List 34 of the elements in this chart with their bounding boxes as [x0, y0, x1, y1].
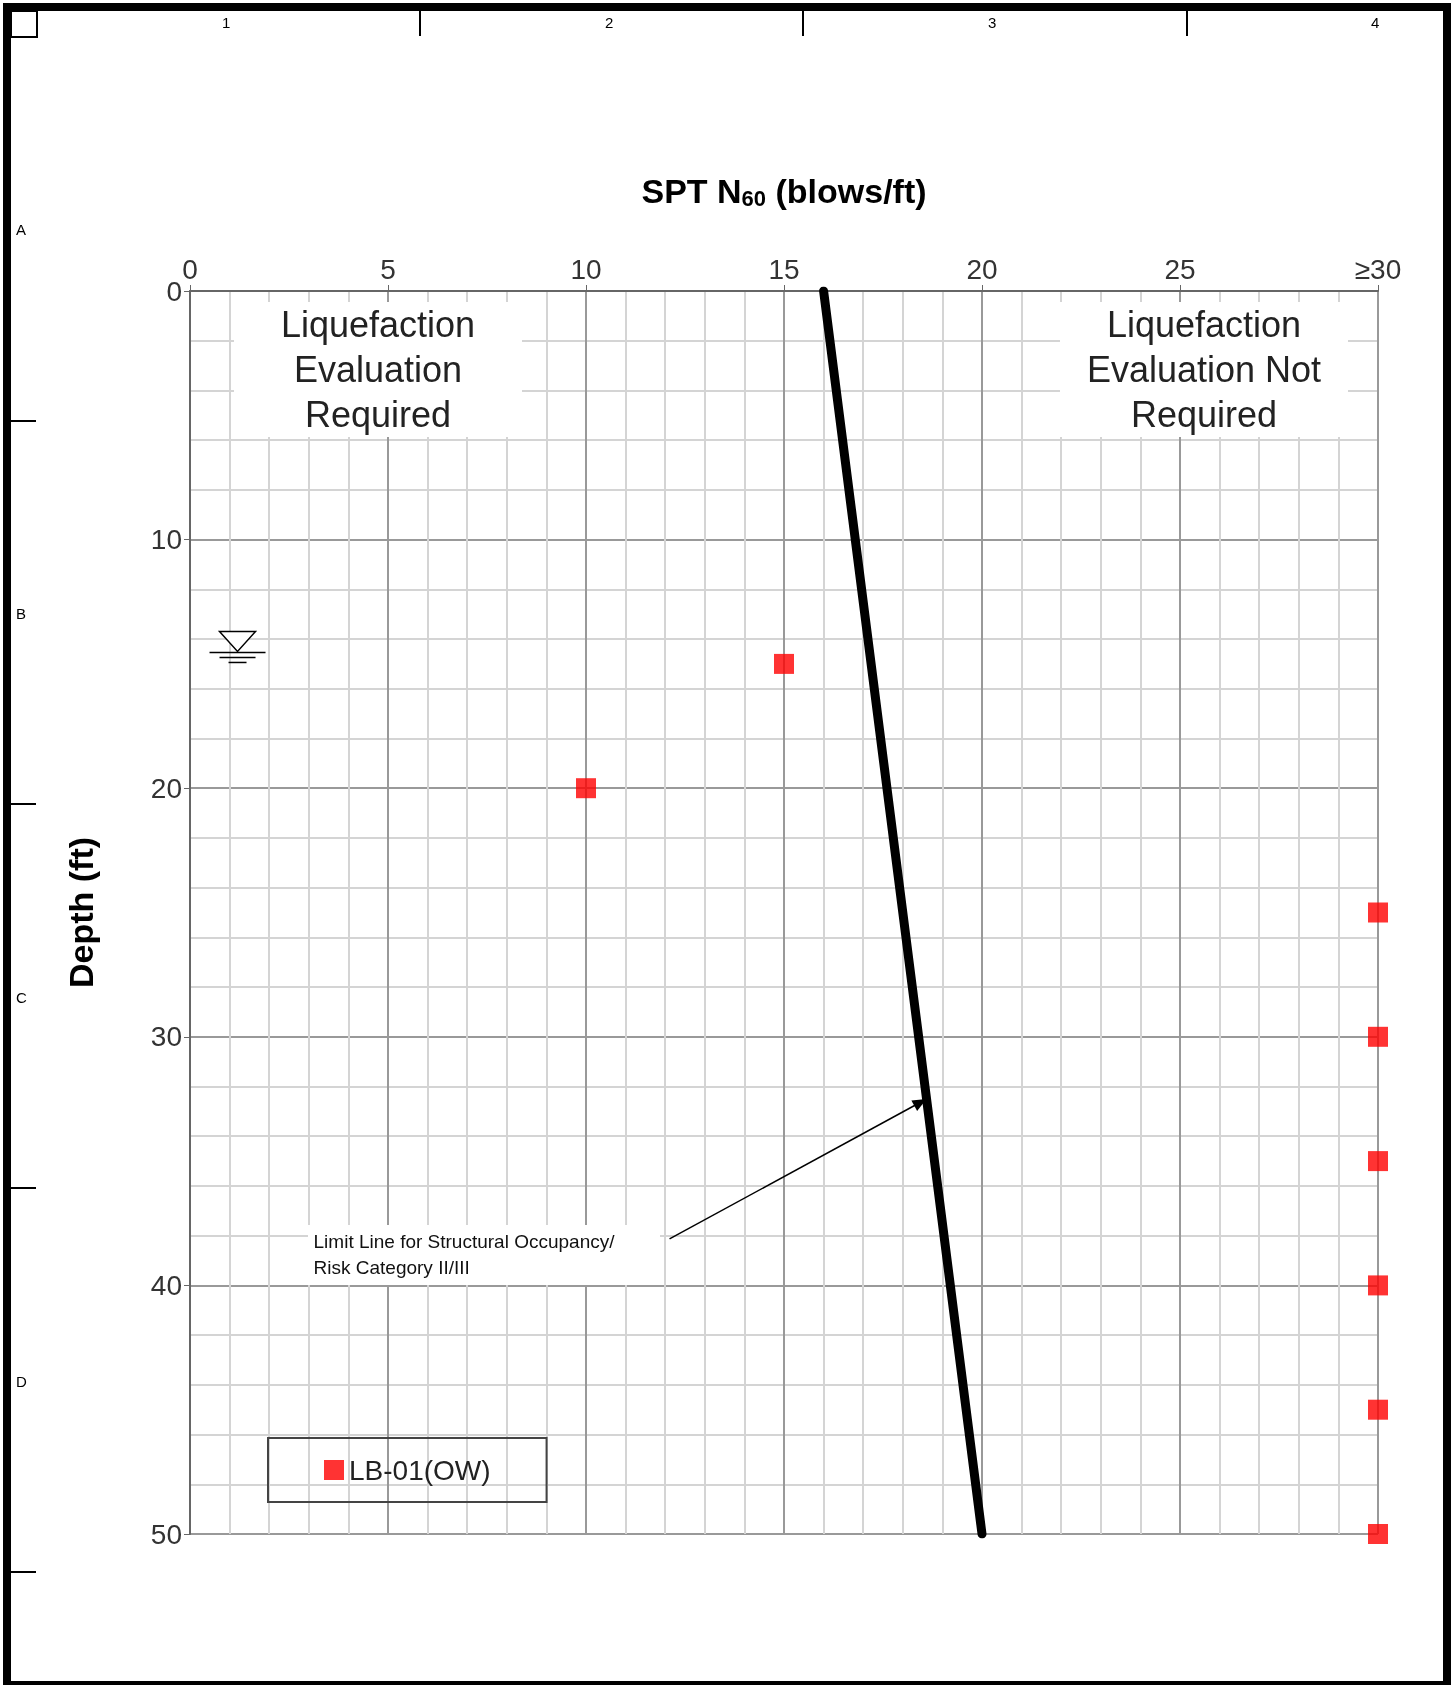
y-tick-label: 40: [150, 1269, 182, 1301]
y-axis-title: Depth (ft): [62, 836, 100, 989]
y-tick-label: 50: [150, 1518, 182, 1550]
point: [1368, 1151, 1388, 1172]
x-tick-label: ≥30: [1354, 253, 1402, 285]
y-tick-label: 30: [150, 1021, 182, 1053]
x-tick-label: 15: [768, 253, 800, 285]
annotation: Limit Line for Structural Occupancy/ Risk Category II/III: [307, 1224, 660, 1285]
point: [1368, 1026, 1388, 1047]
x-tick-label: 20: [966, 253, 998, 285]
x-axis-title: SPT N60 (blows/ft): [641, 172, 927, 211]
x-tick-label: 5: [380, 253, 396, 285]
x-tick-label: 10: [570, 253, 602, 285]
text: D: [16, 1373, 27, 1390]
point: [1368, 902, 1388, 923]
text: C: [16, 989, 27, 1006]
text: A: [16, 221, 27, 238]
text: 3: [988, 14, 997, 31]
point: [1368, 1399, 1388, 1420]
annotation: Liquefaction Evaluation Not Required: [1060, 302, 1348, 437]
annotation: Liquefaction Evaluation Required: [234, 302, 522, 437]
y-tick-label: 10: [150, 524, 182, 556]
point: [576, 778, 596, 799]
legend-label: LB-01(OW): [349, 1454, 491, 1486]
text: 4: [1371, 14, 1380, 31]
x-tick-label: 25: [1164, 253, 1196, 285]
text: B: [16, 605, 27, 622]
point: [1368, 1524, 1388, 1544]
text: 1: [222, 14, 231, 31]
y-tick-label: 0: [166, 275, 182, 307]
y-tick-label: 20: [150, 772, 182, 804]
point: [1368, 1275, 1388, 1296]
point: [774, 653, 794, 674]
text: 2: [605, 14, 614, 31]
